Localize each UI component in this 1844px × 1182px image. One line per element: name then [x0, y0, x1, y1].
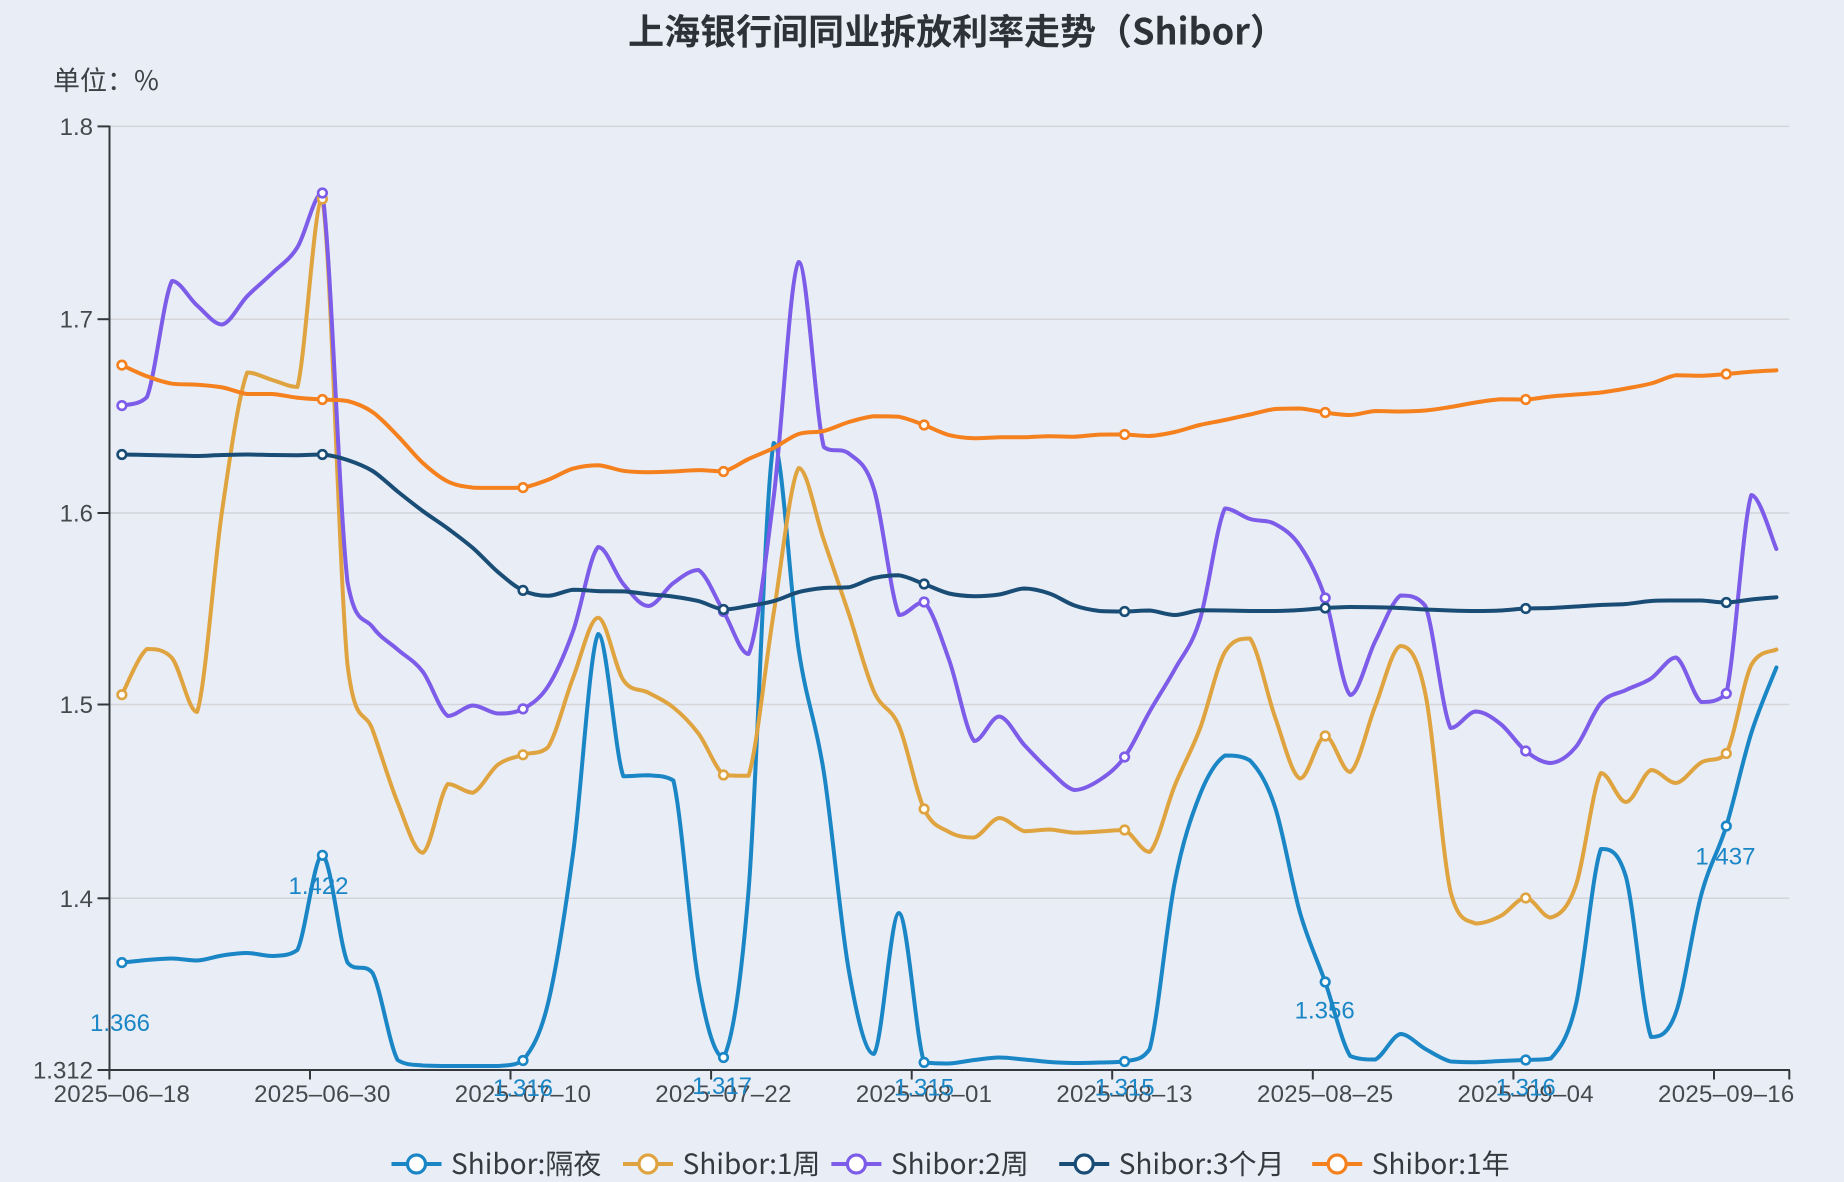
svg-text:2025–09–16: 2025–09–16 [1658, 1081, 1794, 1108]
svg-text:1.312: 1.312 [33, 1058, 93, 1085]
svg-text:1.317: 1.317 [692, 1073, 752, 1100]
svg-text:2025–07–10: 2025–07–10 [455, 1081, 591, 1108]
svg-text:1.7: 1.7 [60, 307, 93, 334]
svg-text:2025–08–13: 2025–08–13 [1056, 1081, 1192, 1108]
svg-text:2025–06–18: 2025–06–18 [54, 1081, 190, 1108]
svg-text:2025–09–04: 2025–09–04 [1457, 1081, 1593, 1108]
svg-text:1.316: 1.316 [1496, 1075, 1556, 1102]
svg-text:1.6: 1.6 [60, 501, 93, 528]
svg-text:1.422: 1.422 [288, 873, 348, 900]
svg-text:1.315: 1.315 [894, 1075, 954, 1102]
svg-text:2025–06–30: 2025–06–30 [254, 1081, 390, 1108]
svg-text:1.356: 1.356 [1295, 998, 1355, 1025]
svg-text:1.315: 1.315 [1095, 1075, 1155, 1102]
svg-text:2025–08–25: 2025–08–25 [1257, 1081, 1393, 1108]
svg-text:2025–07–22: 2025–07–22 [655, 1081, 791, 1108]
svg-text:1.8: 1.8 [60, 114, 93, 141]
svg-text:1.437: 1.437 [1695, 843, 1755, 870]
svg-text:1.316: 1.316 [493, 1075, 553, 1102]
svg-text:1.4: 1.4 [60, 886, 93, 913]
svg-text:1.366: 1.366 [90, 1010, 150, 1037]
svg-text:1.5: 1.5 [60, 692, 93, 719]
svg-text:2025–08–01: 2025–08–01 [856, 1081, 992, 1108]
